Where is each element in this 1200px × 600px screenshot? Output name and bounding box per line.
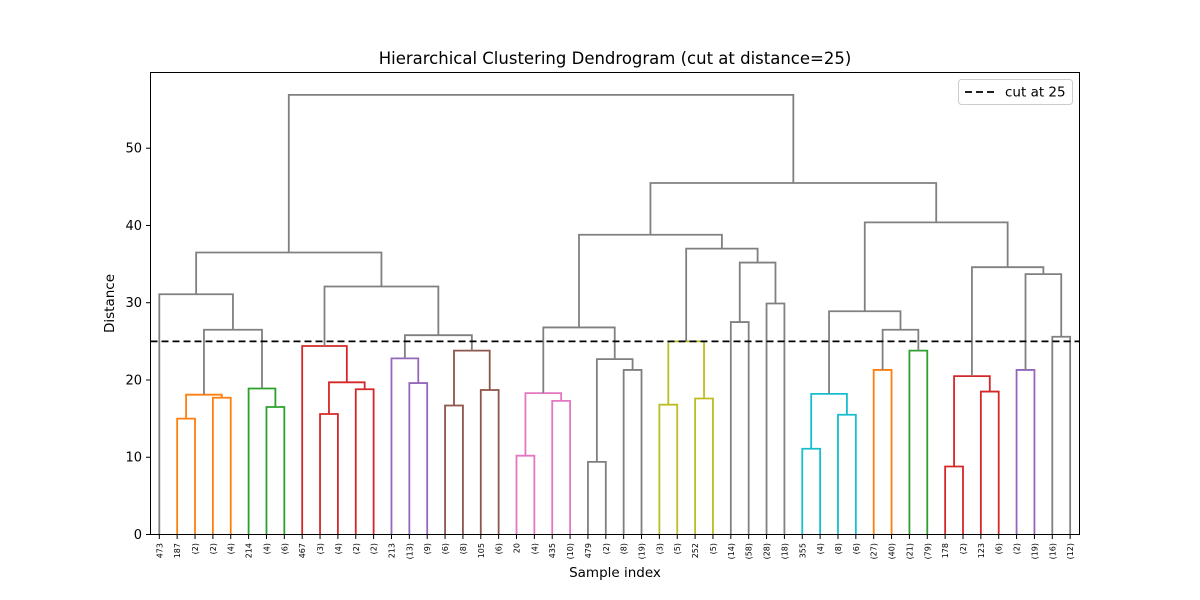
dendrogram-link-8	[354, 388, 375, 535]
x-tick-label-18: 105	[477, 543, 486, 558]
x-tick-label-19: (6)	[495, 543, 504, 554]
x-tick-label-29: (5)	[673, 543, 682, 554]
dendrogram-link-29	[729, 321, 750, 535]
x-tick-label-14: (13)	[405, 543, 414, 559]
x-tick-label-35: (18)	[780, 543, 789, 559]
x-tick-label-43: (79)	[923, 543, 932, 559]
dendrogram-link-40	[828, 310, 902, 394]
x-tick-label-9: (3)	[316, 543, 325, 554]
dendrogram-link-50	[287, 94, 795, 253]
x-tick-label-5: 214	[245, 543, 254, 558]
x-tick-label-42: (21)	[905, 543, 914, 559]
x-axis-label: Sample index	[569, 565, 661, 581]
x-tick-label-46: 123	[977, 543, 986, 558]
x-tick-label-3: (2)	[209, 543, 218, 554]
y-tick-label-40: 40	[125, 219, 142, 234]
x-tick-label-2: (2)	[191, 543, 200, 554]
x-tick-label-17: (8)	[459, 543, 468, 554]
x-tick-label-33: (58)	[745, 543, 754, 559]
x-tick-label-51: (12)	[1066, 543, 1075, 559]
dendrogram-link-47	[971, 266, 1045, 377]
x-tick-label-12: (2)	[370, 543, 379, 554]
y-tick-label-20: 20	[125, 373, 142, 388]
x-tick-label-39: (6)	[852, 543, 861, 554]
chart-title: Hierarchical Clustering Dendrogram (cut …	[379, 49, 852, 68]
dendrogram-link-27	[694, 397, 714, 535]
x-tick-label-50: (16)	[1048, 543, 1057, 559]
y-tick-label-0: 0	[134, 528, 142, 543]
x-tick-label-13: 213	[387, 543, 396, 558]
dendrogram-link-35	[837, 413, 857, 535]
x-tick-label-48: (2)	[1013, 543, 1022, 554]
x-tick-label-44: 178	[941, 543, 950, 558]
dendrogram-link-9	[328, 381, 366, 414]
x-tick-label-26: (8)	[620, 543, 629, 554]
x-tick-label-31: (5)	[709, 543, 718, 554]
x-tick-label-20: 20	[513, 543, 522, 553]
y-tick-label-30: 30	[125, 296, 142, 311]
dendrogram-link-45	[1051, 335, 1072, 535]
dendrogram-link-5	[203, 328, 263, 395]
x-axis-ticks: 473 187 (2) (2) (4) 214 (4) (6) 467 (3) (4) (2) (2) 2…	[155, 534, 1075, 559]
x-tick-label-37: (4)	[816, 543, 825, 554]
y-axis-label: Distance	[102, 274, 118, 333]
legend-box	[958, 79, 1073, 105]
x-tick-label-27: (19)	[638, 543, 647, 559]
x-tick-label-40: (27)	[870, 543, 879, 559]
x-tick-label-30: 252	[691, 543, 700, 558]
x-tick-label-7: (6)	[280, 543, 289, 554]
x-tick-label-36: 355	[798, 543, 807, 558]
x-tick-label-6: (4)	[262, 543, 271, 554]
x-tick-label-25: (2)	[602, 543, 611, 554]
x-tick-label-22: 435	[548, 543, 557, 558]
x-tick-label-21: (4)	[530, 543, 539, 554]
dendrogram-link-0	[176, 417, 196, 535]
x-tick-label-16: (6)	[441, 543, 450, 554]
x-tick-label-1: 187	[173, 543, 182, 558]
x-tick-label-0: 473	[155, 543, 164, 558]
legend-entry-label: cut at 25	[1005, 85, 1066, 101]
x-tick-label-28: (3)	[655, 543, 664, 554]
y-axis-ticks: 0 10 20 30 40 50	[125, 142, 151, 543]
legend: cut at 25	[958, 79, 1073, 105]
y-tick-label-50: 50	[125, 142, 142, 157]
x-tick-label-10: (4)	[334, 543, 343, 554]
x-tick-label-15: (9)	[423, 543, 432, 554]
dendrogram-link-21	[524, 392, 563, 456]
x-tick-label-49: (19)	[1030, 543, 1039, 559]
x-tick-label-38: (8)	[834, 543, 843, 554]
x-tick-label-4: (4)	[227, 543, 236, 554]
dendrogram-link-48	[863, 221, 1009, 312]
dendrogram-link-16	[403, 334, 473, 359]
dendrogram-link-42	[979, 390, 1000, 535]
dendrogram-link-2	[185, 393, 223, 419]
x-tick-label-24: 479	[584, 543, 593, 558]
x-tick-label-8: 467	[298, 543, 307, 558]
x-tick-label-47: (6)	[995, 543, 1004, 554]
x-tick-label-34: (28)	[763, 543, 772, 559]
dendrogram-link-39	[881, 328, 920, 370]
dendrogram-link-33	[578, 233, 723, 328]
dendrogram-link-22	[587, 460, 607, 535]
dendrogram-link-12	[390, 357, 420, 535]
x-tick-label-45: (2)	[959, 543, 968, 554]
y-tick-label-10: 10	[125, 451, 142, 466]
x-tick-label-23: (10)	[566, 543, 575, 559]
x-tick-label-32: (14)	[727, 543, 736, 559]
dendrogram-links	[158, 94, 1072, 535]
x-tick-label-11: (2)	[352, 543, 361, 554]
x-tick-label-41: (40)	[888, 543, 897, 559]
dendrogram-link-25	[542, 326, 616, 394]
dendrogram-link-13	[444, 404, 464, 535]
plot-area-frame	[150, 72, 1080, 535]
dendrogram-link-10	[301, 345, 348, 535]
